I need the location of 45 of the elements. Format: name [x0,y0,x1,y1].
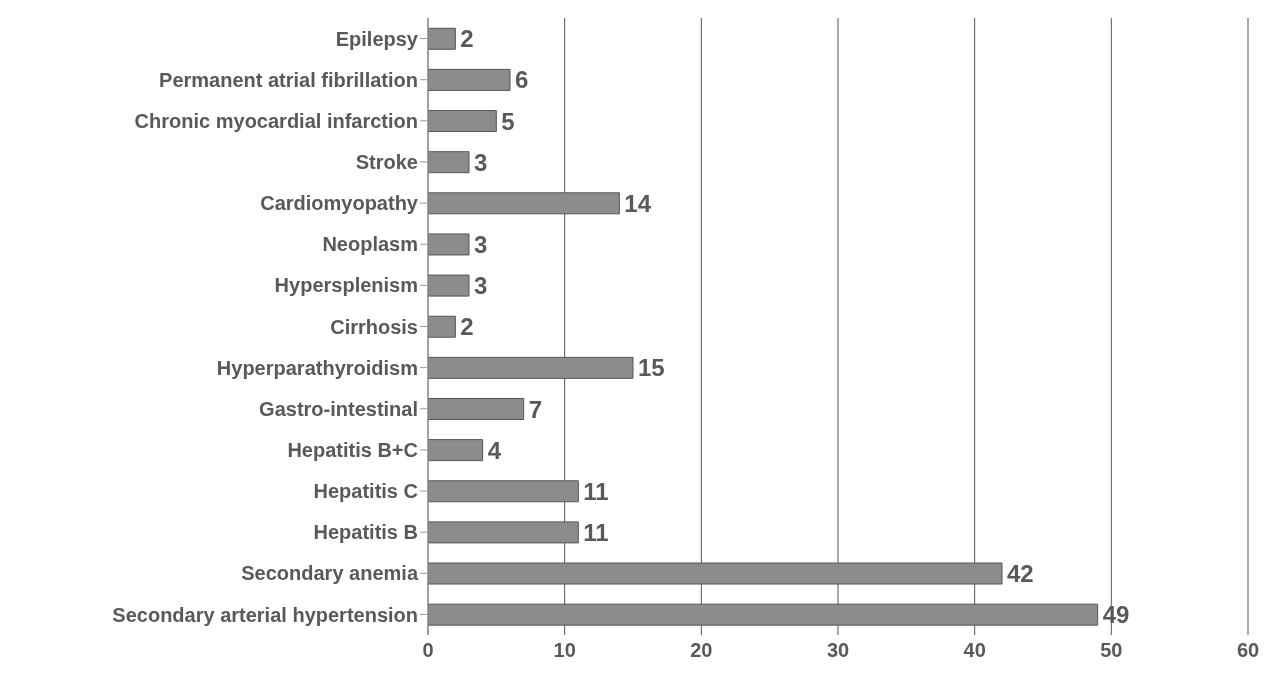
x-tick-label: 50 [1100,639,1123,662]
y-tick-label: Chronic myocardial infarction [134,109,418,132]
y-tick-label: Epilepsy [335,27,419,50]
y-tick-label: Secondary anemia [241,562,419,585]
x-tick-label: 10 [553,639,576,662]
bar [428,233,470,256]
bar [428,151,470,174]
data-label: 4 [487,436,502,464]
bar [428,315,456,338]
bar [428,274,470,297]
y-tick-label: Cardiomyopathy [260,192,419,215]
data-label: 14 [624,189,652,217]
x-tick-label: 20 [690,639,713,662]
data-label: 3 [474,230,488,258]
y-tick-label: Neoplasm [322,233,418,256]
data-label: 11 [583,518,609,546]
bar [428,397,525,420]
data-label: 3 [474,272,488,300]
y-tick-label: Hepatitis C [313,480,418,503]
y-tick-label: Hypersplenism [274,274,418,297]
data-label: 7 [528,395,543,423]
data-label: 15 [638,354,665,382]
y-tick-label: Hyperparathyroidism [216,356,418,379]
data-label: 11 [583,477,609,505]
x-tick-label: 60 [1236,639,1260,662]
x-tick-label: 40 [963,639,986,662]
x-tick-label: 30 [826,639,850,662]
x-tick-label: 0 [422,639,434,662]
bar [428,27,456,50]
data-label: 2 [460,25,474,53]
data-label: 42 [1007,560,1034,588]
y-tick-label: Permanent atrial fibrillation [159,68,418,91]
y-tick-label: Hepatitis B+C [287,439,418,461]
bar [428,439,484,462]
y-tick-label: Cirrhosis [330,315,418,338]
y-tick-label: Stroke [355,151,418,174]
bar [428,110,497,133]
y-tick-label: Gastro-intestinal [259,397,418,420]
y-tick-label: Hepatitis B [313,521,418,544]
bar [428,68,511,91]
data-label: 3 [474,148,488,176]
data-label: 6 [515,66,529,94]
y-tick-label: Secondary arterial hypertension [112,603,418,626]
data-label: 5 [501,107,515,135]
data-label: 2 [460,313,474,341]
